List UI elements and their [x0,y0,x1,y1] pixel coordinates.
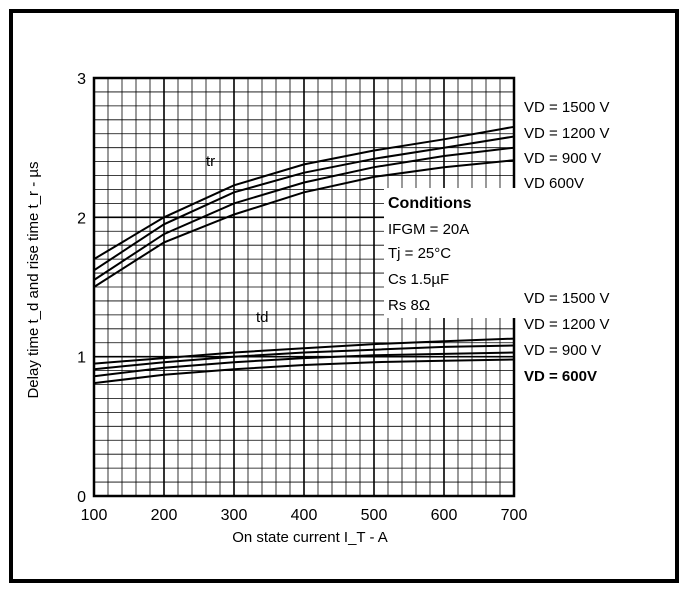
y-axis-label: Delay time t_d and rise time t_r - µs [25,161,42,398]
legend-lower: VD = 1500 V VD = 1200 V VD = 900 V VD = … [524,290,609,385]
curve-label-tr: tr [206,153,215,170]
y-tick-label: 3 [77,71,86,88]
legend-item: VD 600V [524,175,584,192]
legend-item: VD = 1200 V [524,125,609,142]
x-tick-label: 700 [501,507,528,524]
x-tick-label: 100 [81,507,108,524]
condition-line: IFGM = 20A [388,221,469,238]
y-tick-label: 2 [77,210,86,227]
x-tick-label: 200 [151,507,178,524]
condition-line: Tj = 25°C [388,245,451,262]
conditions-box: Conditions IFGM = 20A Tj = 25°C Cs 1.5µF… [384,188,516,318]
y-tick-label: 0 [77,489,86,506]
legend-upper: VD = 1500 V VD = 1200 V VD = 900 V VD 60… [524,99,609,192]
legend-item: VD = 600V [524,368,597,385]
curve-label-td: td [256,309,269,326]
x-tick-label: 300 [221,507,248,524]
x-tick-label: 400 [291,507,318,524]
legend-item: VD = 1500 V [524,290,609,307]
x-tick-label: 600 [431,507,458,524]
legend-item: VD = 1200 V [524,316,609,333]
legend-item: VD = 900 V [524,342,601,359]
x-axis-label: On state current I_T - A [232,529,388,546]
x-tick-label: 500 [361,507,388,524]
legend-item: VD = 900 V [524,150,601,167]
legend-item: VD = 1500 V [524,99,609,116]
y-tick-label: 1 [77,350,86,367]
conditions-title: Conditions [388,195,472,212]
condition-line: Cs 1.5µF [388,271,449,288]
condition-line: Rs 8Ω [388,297,430,314]
